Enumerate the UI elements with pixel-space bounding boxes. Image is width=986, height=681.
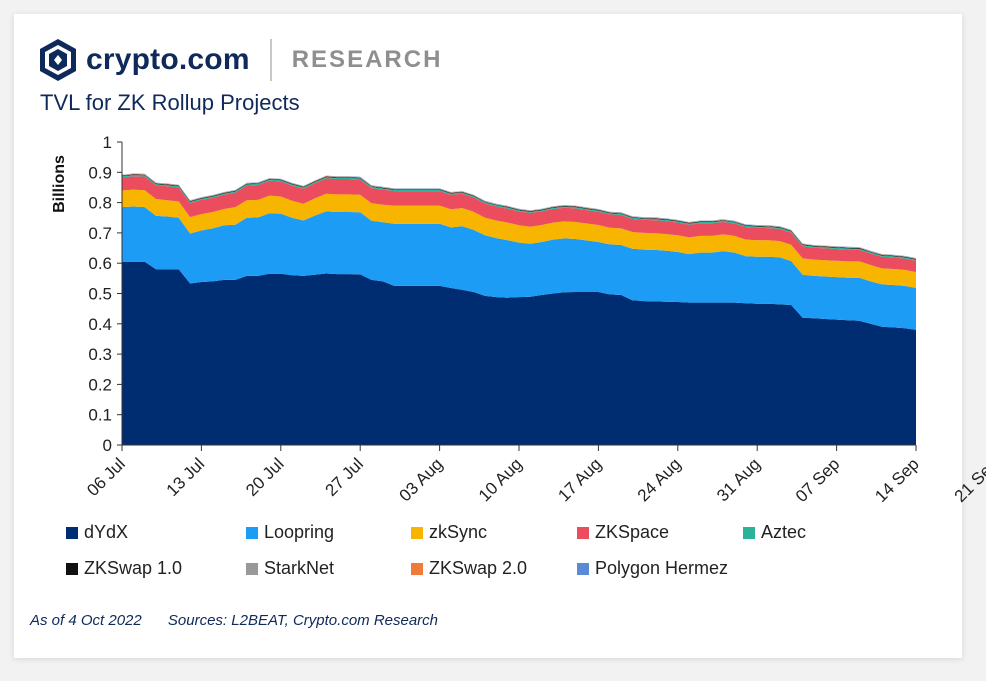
legend-swatch-aztec: [743, 526, 755, 539]
y-tick-label: 0.6: [88, 254, 112, 273]
x-tick-label: 07 Sep: [792, 454, 844, 506]
y-tick-label: 1: [103, 133, 112, 152]
legend-swatch-zkswap1: [66, 562, 78, 575]
legend-label-loopring: Loopring: [264, 522, 335, 542]
chart-title: TVL for ZK Rollup Projects: [40, 90, 300, 115]
x-tick-label: 31 Aug: [713, 454, 764, 505]
legend-item-dydx: dYdX: [66, 522, 128, 543]
area-dydx: [122, 261, 916, 445]
chart-footer: As of 4 Oct 2022 Sources: L2BEAT, Crypto…: [30, 612, 438, 629]
y-tick-label: 0.5: [88, 285, 112, 304]
x-tick-label: 21 Sep: [951, 454, 986, 506]
y-tick-label: 0.9: [88, 163, 112, 182]
x-tick-label: 13 Jul: [163, 454, 209, 500]
x-tick-label: 10 Aug: [475, 454, 526, 505]
legend-swatch-starknet: [246, 562, 258, 575]
x-tick-label: 27 Jul: [322, 454, 368, 500]
x-tick-label: 14 Sep: [871, 454, 923, 506]
legend-item-zksync: zkSync: [411, 522, 487, 543]
legend-label-zkswap1: ZKSwap 1.0: [84, 558, 183, 578]
y-axis-label: Billions: [51, 155, 68, 213]
legend-label-zkspace: ZKSpace: [595, 522, 670, 542]
y-tick-label: 0: [103, 436, 112, 455]
y-tick-label: 0.1: [88, 406, 112, 425]
legend-label-zksync: zkSync: [429, 522, 488, 542]
legend-swatch-dydx: [66, 526, 78, 539]
area-zksync: [122, 189, 916, 288]
research-label: RESEARCH: [291, 46, 443, 73]
brand-header: crypto.com RESEARCH: [38, 36, 442, 84]
legend-label-starknet: StarkNet: [264, 558, 335, 578]
crypto-com-logo-icon: [40, 39, 76, 81]
legend-label-aztec: Aztec: [761, 522, 807, 542]
y-tick-label: 0.2: [88, 375, 112, 394]
x-tick-label: 20 Jul: [242, 454, 288, 500]
x-tick-label: 17 Aug: [554, 454, 605, 505]
y-tick-label: 0.4: [88, 315, 112, 334]
area-loopring: [122, 206, 916, 330]
legend-item-zkswap1: ZKSwap 1.0: [66, 558, 182, 579]
legend-item-starknet: StarkNet: [246, 558, 334, 579]
legend-label-polygon: Polygon Hermez: [595, 558, 729, 578]
legend-label-dydx: dYdX: [84, 522, 129, 542]
y-tick-label: 0.3: [88, 345, 112, 364]
brand-divider: [269, 39, 272, 81]
legend-label-zkswap2: ZKSwap 2.0: [429, 558, 528, 578]
x-tick-label: 24 Aug: [634, 454, 685, 505]
legend-swatch-zkswap2: [411, 562, 423, 575]
as-of-date: As of 4 Oct 2022: [30, 612, 142, 629]
x-tick-label: 03 Aug: [396, 454, 447, 505]
x-tick-label: 06 Jul: [83, 454, 129, 500]
legend-item-polygon: Polygon Hermez: [577, 558, 728, 579]
y-tick-label: 0.7: [88, 224, 112, 243]
legend-swatch-zksync: [411, 526, 423, 539]
legend-item-zkswap2: ZKSwap 2.0: [411, 558, 527, 579]
legend-item-aztec: Aztec: [743, 522, 806, 543]
legend-item-zkspace: ZKSpace: [577, 522, 669, 543]
y-tick-label: 0.8: [88, 194, 112, 213]
brand-name: crypto.com: [86, 43, 250, 76]
legend-item-loopring: Loopring: [246, 522, 334, 543]
area-zkspace: [122, 176, 916, 272]
legend-swatch-loopring: [246, 526, 258, 539]
legend-swatch-zkspace: [577, 526, 589, 539]
legend-swatch-polygon: [577, 562, 589, 575]
sources-note: Sources: L2BEAT, Crypto.com Research: [167, 612, 439, 629]
